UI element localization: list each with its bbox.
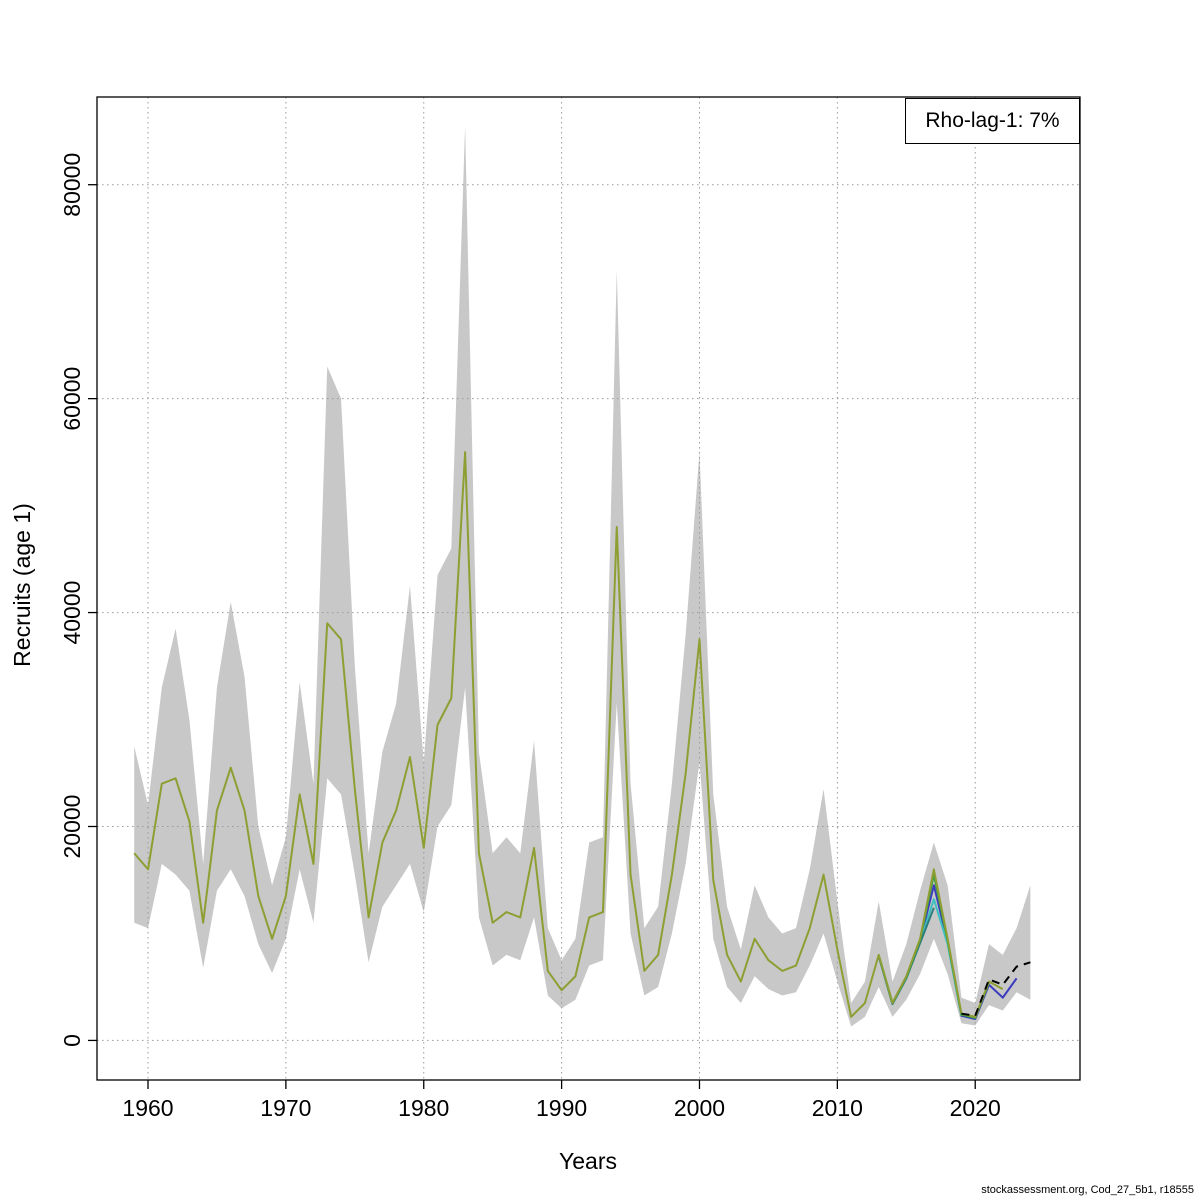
x-axis-title: Years — [559, 1148, 617, 1174]
legend-box: Rho-lag-1: 7% — [905, 98, 1080, 144]
footer-watermark: stockassessment.org, Cod_27_5b1, r18555 — [981, 1184, 1194, 1196]
y-tick-label: 40000 — [59, 581, 85, 645]
x-tick-label: 1980 — [398, 1095, 449, 1121]
x-tick-label: 2010 — [812, 1095, 863, 1121]
x-tick-label: 1990 — [536, 1095, 587, 1121]
legend-label: Rho-lag-1: 7% — [925, 109, 1060, 132]
x-tick-label: 1960 — [122, 1095, 173, 1121]
y-tick-label: 20000 — [59, 795, 85, 859]
x-tick-label: 2020 — [950, 1095, 1001, 1121]
plot-border — [96, 96, 1081, 1081]
confidence-band — [134, 125, 1031, 1027]
y-tick-label: 80000 — [59, 153, 85, 217]
x-tick-label: 1970 — [260, 1095, 311, 1121]
y-axis-title: Recruits (age 1) — [9, 503, 35, 667]
y-tick-label: 0 — [59, 1034, 85, 1047]
y-tick-label: 60000 — [59, 367, 85, 431]
series-forecast — [961, 961, 1031, 1017]
x-tick-label: 2000 — [674, 1095, 725, 1121]
series-final-run — [133, 451, 1004, 1018]
